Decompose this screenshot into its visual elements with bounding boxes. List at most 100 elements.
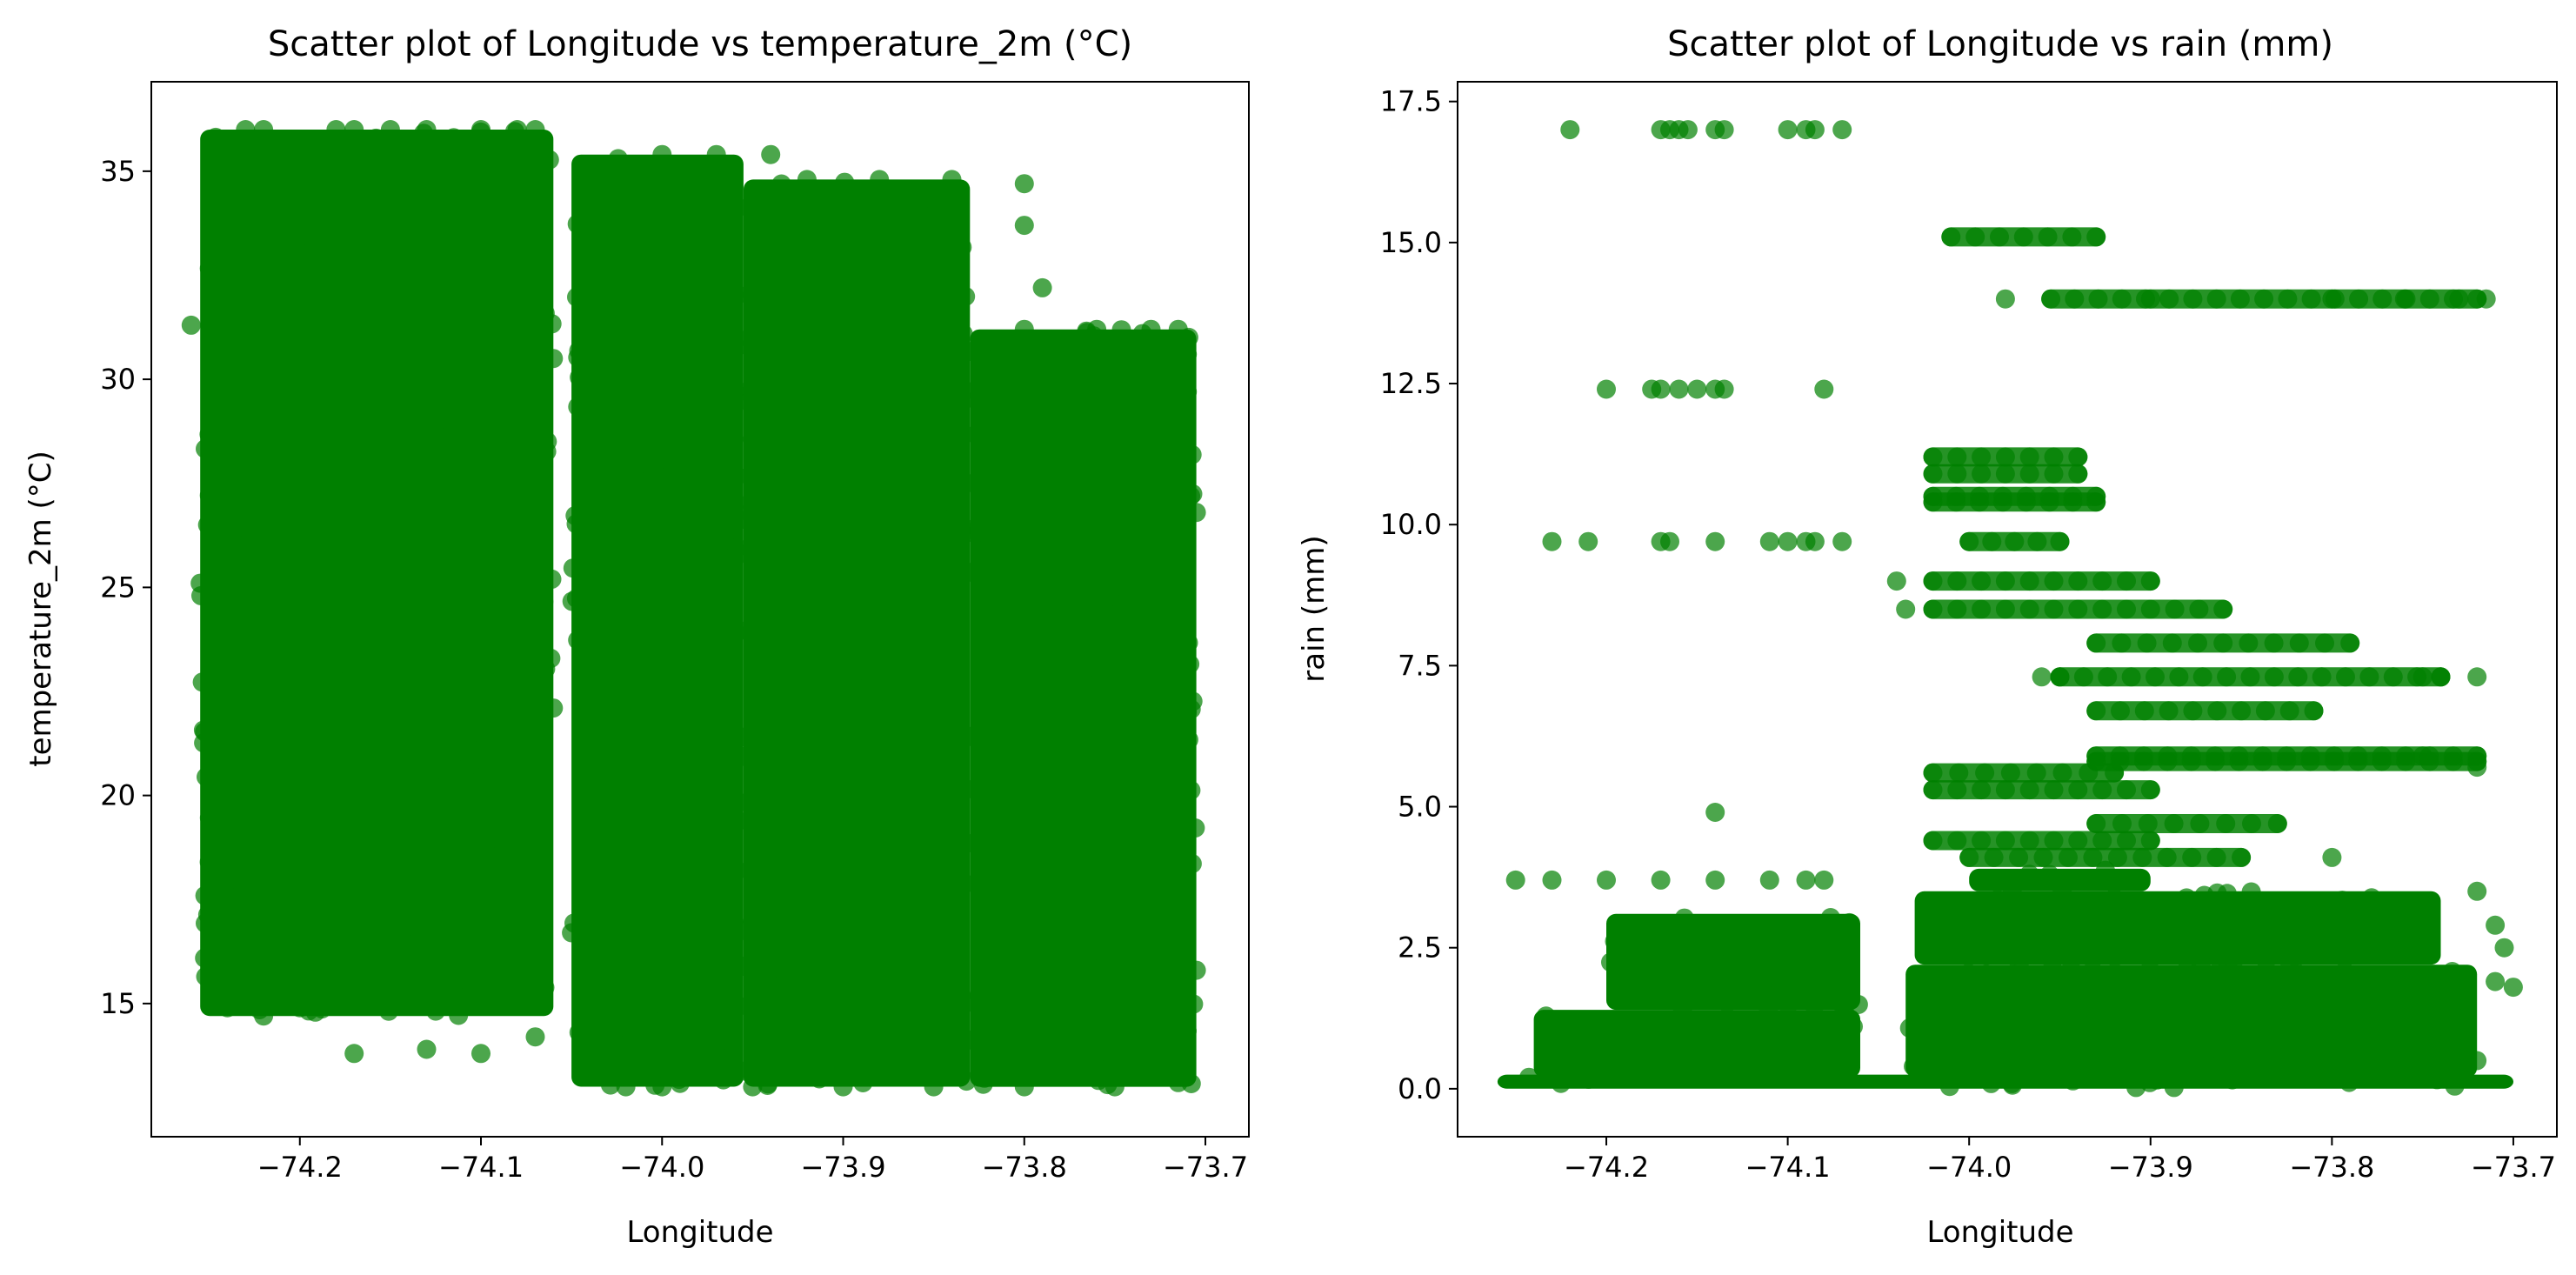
scatter-point (768, 425, 788, 445)
scatter-point (1048, 561, 1068, 581)
scatter-point (774, 820, 794, 840)
scatter-point (1644, 1050, 1663, 1070)
scatter-point (2339, 1072, 2359, 1092)
scatter-point (2140, 599, 2160, 619)
x-tick-label: −74.1 (1745, 1151, 1831, 1184)
scatter-point (1093, 471, 1113, 491)
scatter-point (2221, 1039, 2241, 1059)
scatter-point (326, 910, 346, 929)
scatter-point (867, 424, 887, 444)
scatter-point (330, 374, 350, 394)
scatter-point (451, 918, 471, 938)
scatter-point (1186, 503, 1206, 523)
x-axis-ticks: −74.2 −74.1 −74.0 −73.9 −73.8 −73.7 (257, 1137, 1248, 1184)
scatter-point (881, 666, 901, 686)
scatter-point (2068, 571, 2088, 591)
scatter-point (1145, 939, 1165, 958)
scatter-point (325, 651, 345, 671)
plot-area: −74.2 −74.1 −74.0 −73.9 −73.8 −73.7 15 20 25 30 3… (100, 81, 1250, 1184)
scatter-point (585, 1047, 605, 1067)
scatter-point (231, 536, 251, 556)
scatter-point (1778, 531, 1798, 551)
scatter-point (196, 439, 215, 459)
scatter-point (2217, 667, 2237, 687)
scatter-point (783, 271, 803, 290)
scatter-point (513, 260, 533, 280)
scatter-point (652, 144, 672, 164)
scatter-point (976, 540, 996, 559)
scatter-point (592, 687, 612, 707)
scatter-point (1106, 887, 1125, 907)
scatter-point (1020, 471, 1040, 491)
scatter-point (594, 625, 614, 645)
scatter-point (795, 517, 815, 537)
scatter-point (669, 373, 689, 393)
scatter-point (1004, 430, 1024, 450)
scatter-point (2312, 667, 2332, 687)
scatter-point (797, 218, 818, 237)
scatter-point (1050, 481, 1069, 501)
scatter-point (763, 387, 783, 407)
scatter-point (1972, 599, 1992, 619)
scatter-point (710, 737, 730, 756)
scatter-point (424, 936, 444, 956)
scatter-point (1126, 1011, 1146, 1031)
scatter-point (908, 331, 928, 351)
scatter-point (2105, 874, 2124, 894)
scatter-point (1018, 368, 1038, 387)
scatter-point (644, 535, 664, 554)
scatter-point (1178, 1021, 1197, 1041)
scatter-point (450, 479, 470, 499)
scatter-point (2065, 289, 2085, 309)
scatter-point (202, 411, 222, 431)
scatter-point (1032, 877, 1052, 897)
scatter-point (2191, 953, 2211, 973)
scatter-point (288, 257, 308, 277)
x-tick-label: −73.7 (1163, 1151, 1248, 1184)
scatter-point (576, 899, 596, 919)
y-tick-label: 25 (100, 571, 136, 604)
scatter-point (704, 925, 724, 945)
scatter-point (837, 287, 857, 307)
scatter-point (1917, 1038, 1937, 1058)
scatter-point (1139, 636, 1159, 656)
scatter-point (616, 1077, 636, 1097)
scatter-point (2272, 1026, 2292, 1046)
scatter-point (677, 627, 697, 647)
scatter-point (1660, 531, 1679, 551)
scatter-point (640, 1045, 660, 1065)
scatter-point (975, 350, 995, 370)
scatter-point (2121, 667, 2141, 687)
scatter-point (1718, 953, 1738, 973)
scatter-point (2092, 831, 2112, 851)
scatter-point (932, 784, 952, 804)
scatter-point (2213, 633, 2233, 653)
scatter-point (181, 315, 201, 335)
scatter-point (2019, 780, 2039, 800)
scatter-point (1104, 358, 1124, 377)
scatter-point (537, 442, 557, 462)
scatter-point (671, 670, 691, 690)
scatter-point (1907, 1019, 1927, 1039)
scatter-point (1047, 619, 1067, 639)
scatter-point (737, 996, 757, 1016)
scatter-point (1182, 854, 1202, 874)
scatter-point (1154, 820, 1174, 840)
scatter-point (524, 814, 544, 834)
scatter-point (428, 426, 448, 446)
scatter-point (533, 409, 553, 428)
scatter-point (2295, 925, 2315, 945)
scatter-point (581, 505, 601, 525)
scatter-point (2040, 969, 2060, 989)
scatter-point (1024, 568, 1044, 588)
scatter-point (1151, 1034, 1171, 1054)
scatter-point (565, 505, 585, 525)
scatter-point (819, 224, 839, 244)
scatter-point (399, 293, 419, 313)
scatter-point (716, 348, 736, 368)
scatter-point (1923, 780, 1943, 800)
scatter-point (952, 237, 972, 257)
scatter-point (847, 779, 867, 798)
scatter-point (293, 591, 313, 611)
scatter-point (693, 211, 713, 231)
